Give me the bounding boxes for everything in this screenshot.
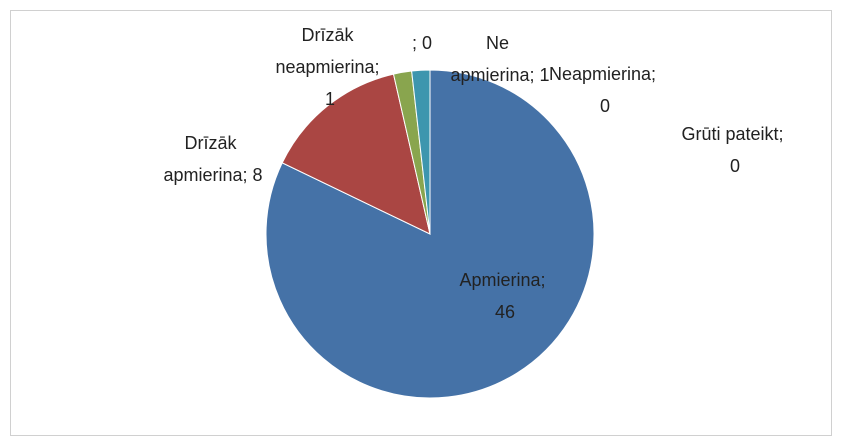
data-label: Apmierina; 46 [459, 270, 550, 322]
pie-slice [265, 69, 595, 399]
data-label: Neapmierina; 0 [549, 64, 661, 116]
data-label: Drīzāk neapmierina; 1 [275, 25, 384, 109]
data-label: ; 0 [412, 33, 432, 53]
pie-slice [281, 73, 431, 235]
data-label: Drīzāk apmierina; 8 [163, 133, 262, 185]
pie-slice [411, 69, 431, 235]
data-label: Grūti pateikt; 0 [681, 124, 788, 176]
data-label: Ne apmierina; 1 [450, 33, 549, 85]
